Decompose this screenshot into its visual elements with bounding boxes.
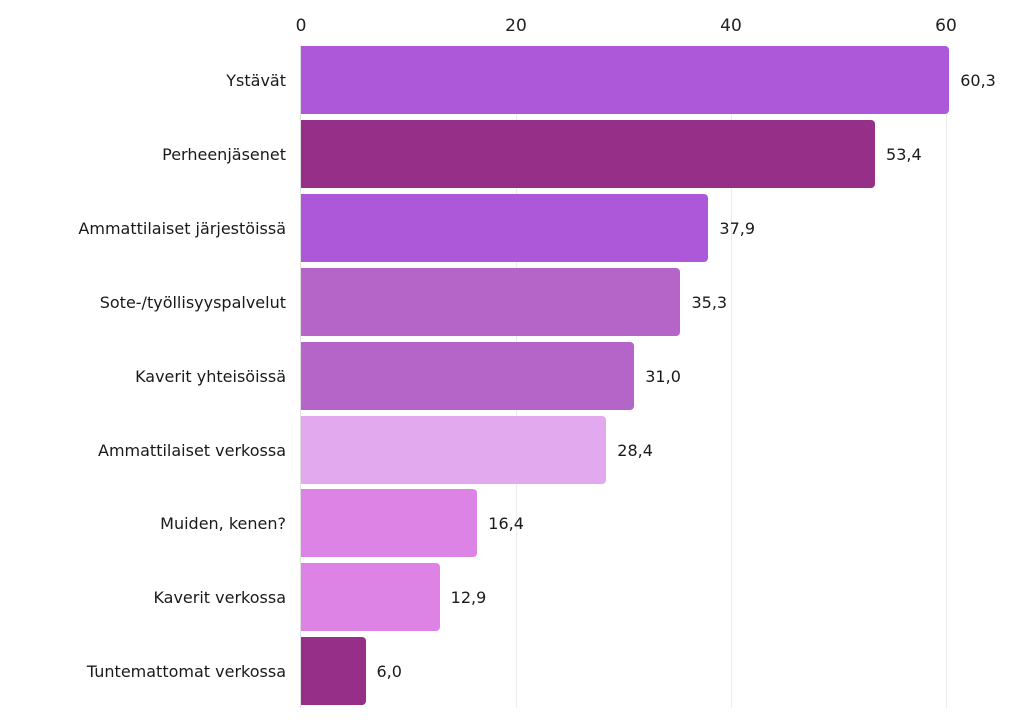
value-label: 35,3 — [691, 292, 728, 312]
x-tick-40: 40 — [720, 16, 742, 36]
bar — [301, 119, 876, 188]
category-label: Kaverit yhteisöissä — [135, 366, 286, 386]
bar — [301, 341, 635, 410]
category-label: Kaverit verkossa — [153, 588, 286, 608]
gridline-60 — [946, 46, 947, 708]
category-label: Ammattilaiset järjestöissä — [78, 218, 286, 238]
value-label: 16,4 — [488, 514, 524, 534]
value-label: 31,0 — [645, 366, 681, 386]
bar — [301, 489, 478, 558]
bar-row: Ammattilaiset järjestöissä 37,9 — [0, 193, 1024, 264]
value-label: 60,3 — [960, 71, 996, 90]
bar-row: Tuntemattomat verkossa 6,0 — [0, 637, 1024, 707]
value-label: 53,4 — [886, 144, 922, 164]
value-label: 37,9 — [719, 218, 756, 238]
category-label: Ammattilaiset verkossa — [98, 440, 286, 460]
bar — [301, 193, 709, 262]
category-label: Ystävät — [226, 71, 286, 90]
bar-row: Ammattilaiset verkossa 28,4 — [0, 415, 1024, 486]
bar — [301, 563, 440, 632]
category-label: Tuntemattomat verkossa — [86, 662, 286, 682]
category-label: Muiden, kenen? — [160, 514, 286, 534]
bar — [301, 267, 681, 336]
bar — [301, 637, 366, 706]
bar-row: Sote-/työllisyyspalvelut 35,3 — [0, 267, 1024, 338]
bar-row: Perheenjäsenet 53,4 — [0, 119, 1024, 190]
value-label: 6,0 — [376, 662, 402, 682]
value-label: 28,4 — [617, 440, 653, 460]
value-label: 12,9 — [450, 588, 487, 608]
y-axis-line — [300, 46, 301, 708]
bar-row: Muiden, kenen? 16,4 — [0, 489, 1024, 559]
gridline-40 — [731, 46, 732, 708]
bar — [301, 415, 607, 484]
category-label: Perheenjäsenet — [162, 144, 286, 164]
x-tick-0: 0 — [295, 16, 307, 36]
bar-row: Kaverit verkossa 12,9 — [0, 563, 1024, 633]
bar-row: Ystävät 60,3 — [0, 46, 1024, 116]
category-label: Sote-/työllisyyspalvelut — [99, 292, 286, 312]
bar-row: Kaverit yhteisöissä 31,0 — [0, 341, 1024, 412]
x-tick-20: 20 — [505, 16, 527, 36]
bar — [301, 46, 950, 114]
x-tick-60: 60 — [935, 16, 957, 36]
